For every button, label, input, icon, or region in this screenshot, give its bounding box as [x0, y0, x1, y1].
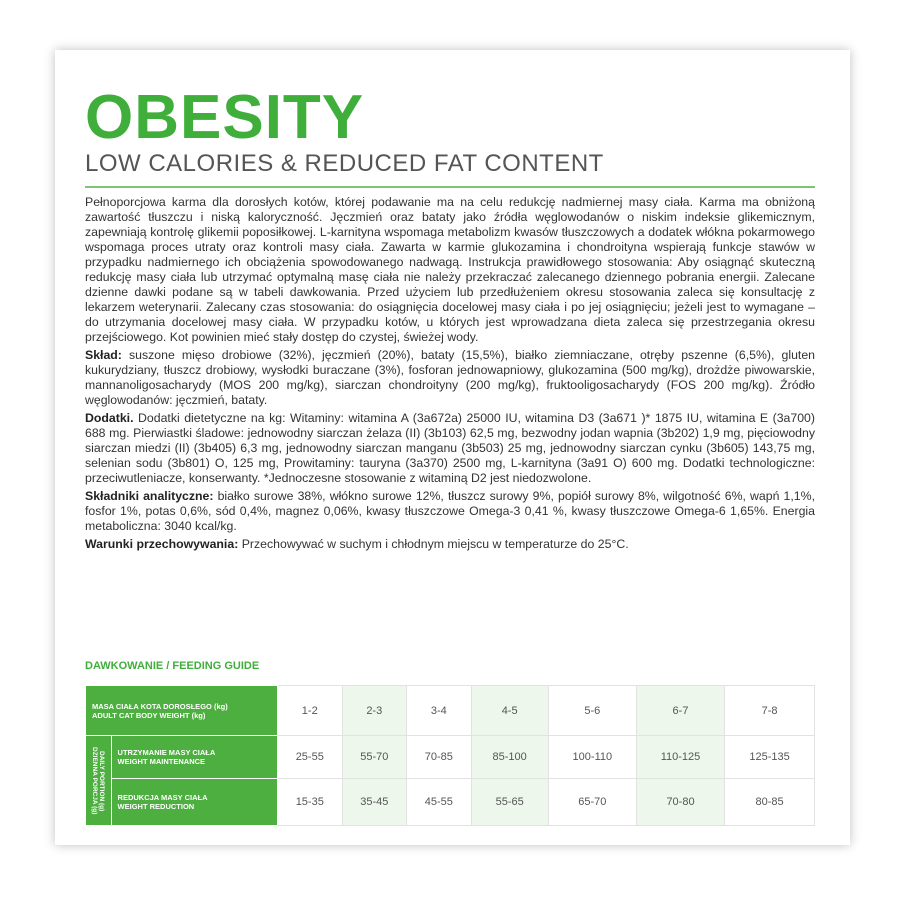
table-cell: 6-7 [635, 685, 726, 736]
section-text: Dodatki dietetyczne na kg: Witaminy: wit… [85, 411, 815, 485]
row-label-line: REDUKCJA MASY CIAŁA [117, 793, 208, 802]
group-label-line: DAILY PORTION (g) [98, 750, 106, 811]
table-cell: 100-110 [547, 735, 637, 779]
row-label-line: WEIGHT MAINTENANCE [117, 757, 206, 766]
row-label-line: UTRZYMANIE MASY CIAŁA [117, 748, 216, 757]
feeding-table: MASA CIAŁA KOTA DOROSŁEGO (kg) ADULT CAT … [85, 685, 815, 826]
section: Dodatki. Dodatki dietetyczne na kg: Wita… [85, 411, 815, 486]
table-title: DAWKOWANIE / FEEDING GUIDE [85, 660, 260, 672]
row-label-line: ADULT CAT BODY WEIGHT (kg) [92, 710, 206, 720]
row-label: REDUKCJA MASY CIAŁA WEIGHT REDUCTION [110, 778, 279, 826]
subtitle: LOW CALORIES & REDUCED FAT CONTENT [85, 150, 604, 177]
row-label: UTRZYMANIE MASY CIAŁA WEIGHT MAINTENANCE [110, 735, 279, 779]
section-text: białko surowe 38%, włókno surowe 12%, tł… [85, 489, 815, 533]
group-label: DZIENNA PORCJA (g) DAILY PORTION (g) [85, 735, 112, 826]
table-cell: 125-135 [724, 735, 815, 779]
table-cell: 80-85 [724, 778, 815, 826]
table-cell: 1-2 [277, 685, 343, 736]
title: OBESITY [85, 83, 365, 152]
table-row: REDUKCJA MASY CIAŁA WEIGHT REDUCTION 15-35… [86, 778, 815, 826]
table-cell: 55-65 [470, 778, 549, 826]
section: Skład: suszone mięso drobiowe (32%), jęc… [85, 348, 815, 408]
table-cell: 7-8 [724, 685, 815, 736]
table-cell: 35-45 [341, 778, 408, 826]
table-cell: 65-70 [547, 778, 637, 826]
table-row: DZIENNA PORCJA (g) DAILY PORTION (g) UTRZY… [85, 735, 815, 826]
table-row: MASA CIAŁA KOTA DOROSŁEGO (kg) ADULT CAT … [85, 685, 815, 736]
section-text: Przechowywać w suchym i chłodnym miejscu… [241, 537, 629, 551]
section-label: Składniki analityczne: [85, 489, 214, 503]
label-card: OBESITY LOW CALORIES & REDUCED FAT CONTE… [55, 50, 850, 845]
table-cell: 85-100 [470, 735, 549, 779]
section-label: Dodatki. [85, 411, 134, 425]
table-cell: 3-4 [406, 685, 472, 736]
table-cell: 5-6 [547, 685, 637, 736]
section-label: Warunki przechowywania: [85, 537, 239, 551]
table-cell: 2-3 [341, 685, 408, 736]
table-cell: 55-70 [341, 735, 408, 779]
section-text: suszone mięso drobiowe (32%), jęczmień (… [85, 348, 816, 407]
section-label: Skład: [85, 348, 122, 362]
section: Warunki przechowywania: Przechowywać w s… [85, 537, 815, 552]
table-cell: 70-80 [635, 778, 726, 826]
table-cell: 25-55 [277, 735, 343, 779]
row-label-line: WEIGHT REDUCTION [117, 802, 195, 811]
table-cell: 45-55 [406, 778, 472, 826]
table-cell: 70-85 [406, 735, 472, 779]
table-cell: 15-35 [277, 778, 343, 826]
description: Pełnoporcjowa karma dla dorosłych kotów,… [85, 195, 815, 555]
intro: Pełnoporcjowa karma dla dorosłych kotów,… [85, 195, 815, 344]
table-cell: 110-125 [635, 735, 726, 779]
group-label-text: DZIENNA PORCJA (g) DAILY PORTION (g) [91, 747, 105, 814]
table-cell: 4-5 [470, 685, 549, 736]
section: Składniki analityczne: białko surowe 38%… [85, 489, 815, 534]
row-label: MASA CIAŁA KOTA DOROSŁEGO (kg) ADULT CAT … [85, 685, 278, 736]
divider [85, 186, 815, 188]
row-label-line: MASA CIAŁA KOTA DOROSŁEGO (kg) [92, 701, 228, 711]
